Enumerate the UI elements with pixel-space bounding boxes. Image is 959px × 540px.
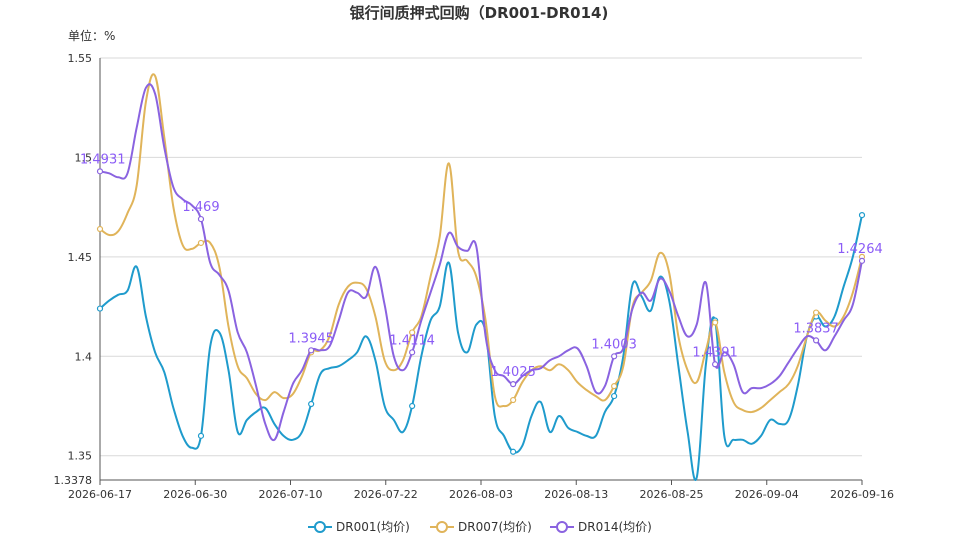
data-label: 1.4264 bbox=[837, 242, 883, 257]
x-tick-label: 2026-08-25 bbox=[640, 488, 704, 501]
y-tick-label: 1.5 bbox=[75, 151, 93, 164]
data-point[interactable] bbox=[611, 353, 618, 360]
y-tick-label: 1.45 bbox=[68, 251, 93, 264]
data-label: 1.4931 bbox=[80, 152, 126, 167]
legend-label: DR014(均价) bbox=[578, 520, 652, 534]
unit-label: 单位：% bbox=[68, 28, 115, 43]
data-point[interactable] bbox=[712, 319, 719, 326]
data-label: 1.3837 bbox=[793, 321, 839, 336]
data-point[interactable] bbox=[197, 239, 205, 247]
series-2 bbox=[96, 83, 866, 442]
series-layer bbox=[96, 73, 866, 481]
data-label: 1.4391 bbox=[692, 345, 738, 360]
legend-item[interactable]: DR007(均价) bbox=[430, 520, 532, 534]
legend-swatch-marker bbox=[556, 521, 568, 533]
x-tick-label: 2026-07-22 bbox=[354, 488, 418, 501]
legend-item[interactable]: DR001(均价) bbox=[308, 520, 410, 534]
data-label: 1.3945 bbox=[288, 331, 334, 346]
y-tick-label: 1.35 bbox=[68, 450, 93, 463]
data-point[interactable] bbox=[712, 361, 719, 368]
label-layer: 1.4931 1.469 1.3945 1.4114 1.4025 1.4003 1.439… bbox=[80, 152, 883, 380]
data-point[interactable] bbox=[409, 402, 416, 410]
x-tick-label: 2026-06-17 bbox=[68, 488, 132, 501]
y-tick-label: 1.55 bbox=[68, 52, 93, 65]
data-point[interactable] bbox=[197, 432, 205, 439]
legend-label: DR007(均价) bbox=[458, 520, 532, 534]
x-tick-label: 2026-08-03 bbox=[449, 488, 513, 501]
legend-swatch-marker bbox=[314, 521, 326, 533]
legend-swatch-marker bbox=[436, 521, 448, 533]
data-label: 1.4114 bbox=[389, 333, 435, 348]
data-point[interactable] bbox=[96, 225, 104, 233]
data-point[interactable] bbox=[812, 337, 820, 344]
data-point[interactable] bbox=[611, 383, 618, 390]
axis-layer: 1.3378 1.35 1.4 1.45 1.5 1.55 2026-06-17 2026-0… bbox=[54, 52, 894, 501]
data-point[interactable] bbox=[96, 168, 104, 175]
data-point[interactable] bbox=[812, 309, 820, 316]
data-label: 1.469 bbox=[182, 200, 219, 215]
legend-item[interactable]: DR014(均价) bbox=[550, 520, 652, 534]
data-point[interactable] bbox=[510, 448, 517, 455]
data-label: 1.4025 bbox=[490, 365, 536, 380]
data-point[interactable] bbox=[611, 392, 618, 400]
data-point[interactable] bbox=[308, 400, 315, 408]
data-point[interactable] bbox=[308, 347, 315, 354]
data-point[interactable] bbox=[197, 215, 205, 223]
x-tick-label: 2026-07-10 bbox=[259, 488, 323, 501]
data-point[interactable] bbox=[510, 381, 517, 388]
series-line bbox=[99, 73, 863, 414]
legend-label: DR001(均价) bbox=[336, 520, 410, 534]
series-line bbox=[99, 214, 863, 481]
x-tick-label: 2026-09-04 bbox=[735, 488, 799, 501]
series-0 bbox=[96, 212, 866, 481]
x-tick-label: 2026-09-16 bbox=[830, 488, 894, 501]
data-label: 1.4003 bbox=[591, 337, 637, 352]
data-point[interactable] bbox=[409, 329, 416, 336]
legend[interactable]: DR001(均价) DR007(均价) DR014(均价) bbox=[308, 520, 652, 534]
y-tick-label: 1.4 bbox=[75, 350, 93, 363]
series-line bbox=[99, 83, 863, 442]
data-point[interactable] bbox=[858, 257, 866, 264]
data-point[interactable] bbox=[96, 305, 104, 312]
data-point[interactable] bbox=[858, 212, 866, 219]
y-tick-label: 1.3378 bbox=[54, 474, 93, 487]
data-point[interactable] bbox=[510, 396, 517, 404]
chart-title: 银行间质押式回购（DR001-DR014) bbox=[350, 4, 609, 22]
x-tick-label: 2026-08-13 bbox=[544, 488, 608, 501]
data-point[interactable] bbox=[409, 349, 416, 356]
x-tick-label: 2026-06-30 bbox=[163, 488, 227, 501]
series-1 bbox=[96, 73, 866, 414]
